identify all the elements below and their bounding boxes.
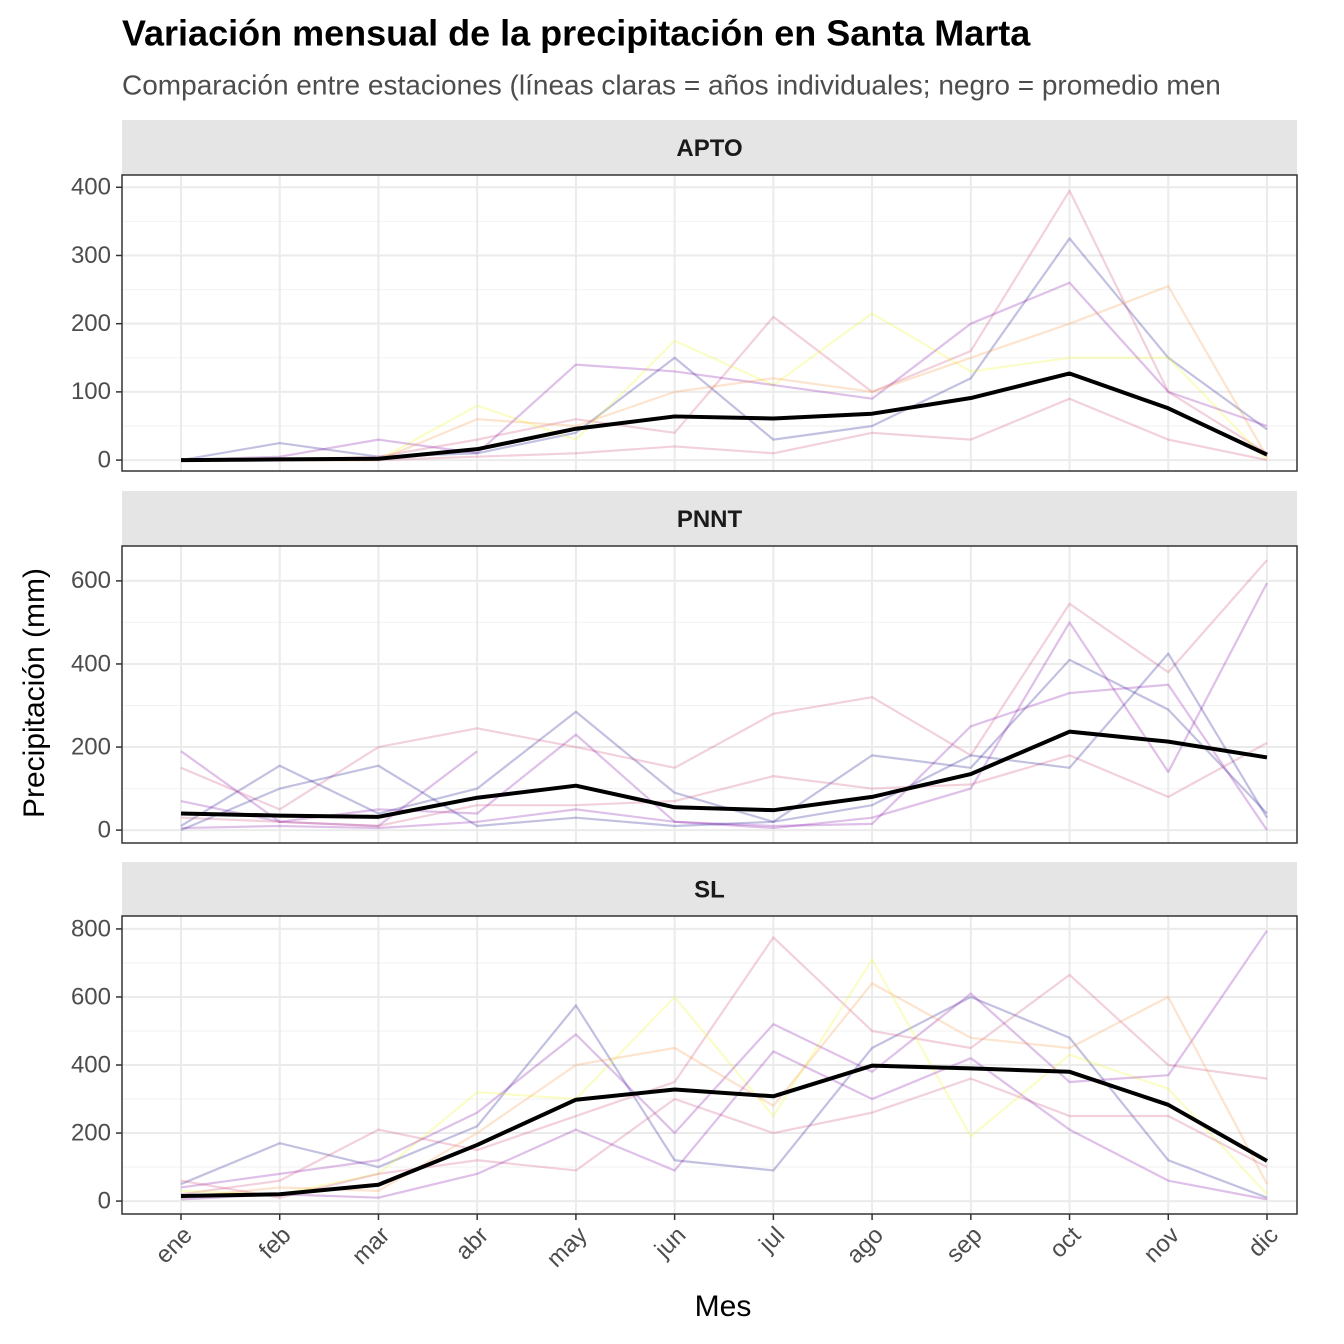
y-tick-label: 400	[71, 1051, 111, 1078]
x-tick-label: sep	[941, 1222, 987, 1268]
year-line	[180, 982, 1268, 1199]
year-line	[180, 582, 1268, 830]
strip	[122, 491, 1297, 546]
x-tick-label: abr	[450, 1222, 494, 1266]
year-line	[180, 750, 478, 828]
mean-line	[180, 729, 1268, 819]
x-tick-label: dic	[1243, 1222, 1284, 1263]
y-tick-label: 800	[71, 915, 111, 942]
year-line	[180, 237, 1268, 462]
x-tick-label: oct	[1045, 1221, 1087, 1263]
x-tick-label: feb	[254, 1222, 297, 1265]
x-tick-label: mar	[347, 1222, 395, 1270]
chart-title: Variación mensual de la precipitación en…	[122, 13, 1031, 54]
year-line	[180, 658, 1268, 827]
x-tick-label: may	[541, 1222, 592, 1273]
year-line	[180, 652, 1268, 832]
y-axis-title: Precipitación (mm)	[18, 568, 51, 818]
year-line	[180, 1077, 1268, 1199]
panel-title: APTO	[676, 135, 742, 162]
panel-title: PNNT	[677, 506, 743, 533]
x-tick-label: jun	[649, 1222, 691, 1264]
year-line	[181, 189, 1268, 462]
panel-border	[121, 174, 1298, 472]
year-line	[180, 1050, 1268, 1201]
y-tick-label: 600	[71, 983, 111, 1010]
x-tick-label: ene	[150, 1222, 197, 1269]
y-tick-label: 200	[71, 1119, 111, 1146]
year-line	[180, 741, 1268, 828]
x-axis-title: Mes	[695, 1290, 752, 1323]
y-tick-label: 0	[98, 446, 111, 473]
panel-border	[121, 915, 1298, 1215]
mean-line	[180, 371, 1268, 463]
panel-border	[121, 545, 1298, 844]
x-tick-label: ago	[841, 1222, 888, 1269]
year-line	[180, 958, 1268, 1196]
panel-title: SL	[694, 876, 725, 903]
year-line	[180, 559, 1268, 811]
strip	[122, 120, 1297, 175]
x-tick-label: jul	[753, 1222, 790, 1259]
x-tick-label: nov	[1139, 1222, 1185, 1268]
year-line	[181, 285, 1268, 462]
year-line	[180, 281, 1268, 462]
y-tick-label: 0	[98, 1187, 111, 1214]
y-tick-label: 200	[71, 310, 111, 337]
mean-line	[180, 1063, 1268, 1198]
y-tick-label: 200	[71, 733, 111, 760]
year-line	[180, 936, 1268, 1196]
y-tick-label: 100	[71, 378, 111, 405]
year-line	[180, 683, 1268, 831]
y-tick-label: 400	[71, 174, 111, 201]
strip	[122, 862, 1297, 916]
y-tick-label: 300	[71, 242, 111, 269]
year-line	[180, 995, 1268, 1199]
y-tick-label: 0	[98, 816, 111, 843]
chart-subtitle: Comparación entre estaciones (líneas cla…	[122, 69, 1221, 100]
year-line	[180, 930, 1268, 1189]
y-tick-label: 400	[71, 650, 111, 677]
y-tick-label: 600	[71, 567, 111, 594]
